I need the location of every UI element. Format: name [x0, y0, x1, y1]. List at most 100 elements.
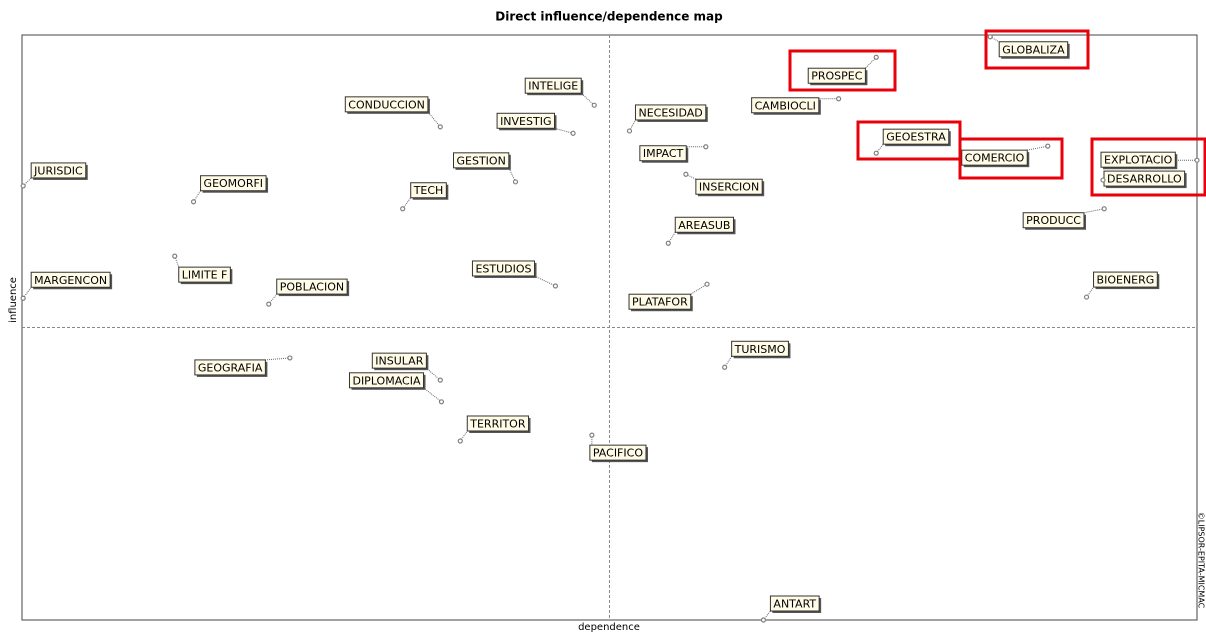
point-label: ESTUDIOS [475, 262, 531, 275]
point [722, 364, 728, 370]
point-group: LIMITE F [172, 253, 233, 285]
point [836, 96, 842, 102]
point-label: COMERCIO [965, 152, 1025, 165]
point-label: PLATAFOR [632, 296, 688, 309]
leader-line [427, 111, 441, 128]
point-group: PRODUCC [1022, 206, 1107, 230]
label-box [882, 128, 950, 145]
point-group: INVESTIG [496, 112, 576, 136]
point-label: MARGENCON [34, 274, 107, 287]
point-label: INTELIGE [528, 80, 578, 93]
point [626, 128, 633, 134]
point-label: TURISMO [734, 343, 786, 356]
label-box [628, 293, 692, 310]
point [1100, 177, 1106, 183]
label-box [471, 260, 536, 277]
point-label: DESARROLLO [1107, 173, 1182, 186]
label-box [466, 415, 530, 432]
point-label: GEOESTRA [886, 131, 946, 144]
label-box [998, 41, 1069, 58]
label-box [634, 104, 707, 121]
point [437, 124, 443, 130]
point-group: PLATAFOR [628, 281, 710, 312]
point [683, 171, 689, 177]
point-label: CAMBIOCLI [755, 99, 816, 112]
point-group: AREASUB [665, 216, 736, 246]
leader-line [1083, 208, 1105, 214]
label-box [524, 77, 582, 94]
point [665, 240, 671, 246]
label-box [30, 162, 87, 179]
point-group: CAMBIOCLI [751, 96, 842, 115]
label-box [453, 152, 510, 169]
point-label: BIOENERG [1097, 274, 1155, 287]
label-box [178, 266, 231, 283]
label-box [30, 271, 111, 288]
highlight-box [788, 49, 897, 92]
point [20, 183, 26, 189]
point-label: TECH [413, 184, 444, 197]
leader-line [423, 387, 442, 403]
point-label: DIPLOMACIA [352, 374, 420, 387]
point [287, 355, 293, 361]
point [400, 206, 406, 212]
point-label: TERRITOR [469, 417, 526, 430]
highlight-box [958, 137, 1064, 180]
label-box [961, 149, 1028, 166]
point-group: GESTION [453, 152, 519, 185]
point-label: GESTION [457, 154, 506, 167]
label-box [695, 178, 763, 195]
point-label: GLOBALIZA [1002, 43, 1065, 56]
label-box [194, 359, 266, 376]
point-group: MARGENCON [20, 271, 113, 301]
leader-line [426, 367, 441, 381]
point-label: GEOMORFI [204, 177, 263, 190]
point [873, 150, 879, 156]
highlights [788, 29, 1206, 197]
point-label: INSULAR [375, 355, 423, 368]
point [438, 399, 445, 405]
point [20, 295, 26, 301]
point [1194, 157, 1200, 163]
label-box [1100, 151, 1176, 168]
label-box [348, 372, 424, 389]
point [552, 283, 559, 289]
point-label: PACIFICO [593, 447, 643, 460]
point [873, 54, 879, 60]
label-box [344, 96, 429, 113]
point [704, 281, 710, 287]
watermark: ©LIPSOR-EPITA-MICMAC [1197, 512, 1206, 609]
point-group: ANTART [760, 595, 822, 623]
point-group: JURISDIC [20, 162, 88, 189]
leader-line [690, 283, 708, 295]
chart-title: Direct influence/dependence map [495, 10, 723, 24]
label-box [731, 340, 789, 357]
point-label: LIMITE F [182, 269, 228, 282]
point-group: CONDUCCION [344, 96, 443, 130]
point-label: CONDUCCION [348, 98, 425, 111]
leader-line [1027, 145, 1048, 151]
point-label: PRODUCC [1026, 214, 1081, 227]
label-box [1022, 212, 1085, 229]
point [987, 34, 993, 40]
point-group: PACIFICO [589, 432, 648, 463]
point-group: GEOMORFI [190, 175, 269, 205]
point-label: GEOGRAFIA [198, 361, 263, 374]
point-group: GEOESTRA [873, 128, 951, 156]
point-group: NECESIDAD [626, 104, 708, 134]
point-group: ESTUDIOS [471, 260, 559, 289]
label-box [769, 595, 820, 612]
point-label: PROSPEC [811, 70, 863, 83]
label-box [751, 97, 820, 114]
point-label: AREASUB [678, 219, 730, 232]
point-group: INTELIGE [524, 77, 597, 108]
point-label: EXPLOTACIO [1104, 154, 1173, 167]
point [1101, 206, 1107, 212]
leader-line [534, 275, 556, 287]
point-group: INSULAR [371, 352, 443, 383]
point-group: TECH [400, 182, 449, 212]
points: GLOBALIZA PROSPEC CAMBIOCLI NECESIDAD INTELI… [20, 34, 1200, 623]
y-axis-label: influence [8, 277, 19, 323]
point-group: POBLACION [266, 278, 350, 307]
label-box [807, 67, 866, 84]
